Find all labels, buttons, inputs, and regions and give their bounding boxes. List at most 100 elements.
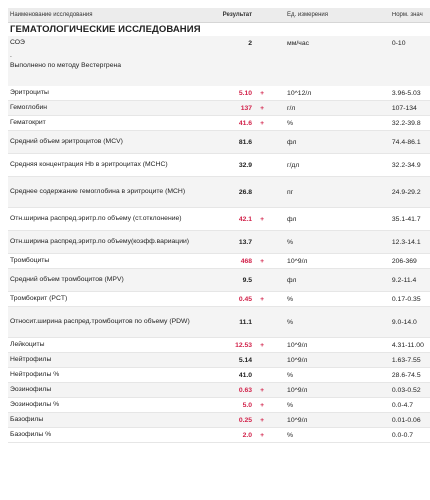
- row-name: Относит.ширина распред.тромбоцитов по об…: [10, 317, 190, 325]
- row-unit: пг: [287, 188, 294, 196]
- row-result: 0.45: [238, 295, 253, 303]
- row-result: 0.25: [238, 416, 253, 424]
- row-flag: +: [260, 295, 265, 303]
- row-unit: 10^12/л: [287, 89, 312, 97]
- table-row: Эозинофилы % 5.0 +% 0.0-4.7: [8, 398, 430, 413]
- row-flag: +: [260, 416, 265, 424]
- row-unit: г/дл: [287, 161, 300, 169]
- row-norm: 9.2-11.4: [391, 276, 417, 284]
- lab-results-table: Наименование исследования Результат Ед. …: [8, 8, 430, 443]
- table-row: Базофилы 0.25 +10^9/л 0.01-0.06: [8, 413, 430, 428]
- row-name: Тромбокрит (PCT): [10, 294, 68, 302]
- row-name: Лейкоциты: [10, 340, 45, 348]
- table-row: Гематокрит 41.6 +% 32.2-39.8: [8, 116, 430, 131]
- row-name: СОЭ: [10, 38, 25, 46]
- row-unit: %: [287, 431, 294, 439]
- row-result: 9.5: [242, 276, 253, 284]
- row-unit: 10^9/л: [287, 257, 308, 265]
- table-row: Среднее содержание гемоглобина в эритроц…: [8, 177, 430, 208]
- results-rows: Эритроциты 5.10 +10^12/л 3.96-5.03 Гемоглоби…: [8, 86, 430, 443]
- row-result: 13.7: [238, 238, 253, 246]
- row-flag: +: [260, 119, 265, 127]
- row-name: Гематокрит: [10, 118, 46, 126]
- row-result: 137: [240, 104, 253, 112]
- row-norm: 9.0-14.0: [391, 318, 417, 326]
- row-norm: 0-10: [391, 39, 406, 47]
- table-row: Отн.ширина распред.эритр.по объему(коэфф…: [8, 231, 430, 254]
- row-result: 12.53: [235, 341, 253, 349]
- row-result: 41.0: [238, 371, 253, 379]
- row-name: Эозинофилы %: [10, 400, 60, 408]
- row-name: Нейтрофилы: [10, 355, 52, 363]
- table-row: Базофилы % 2.0 +% 0.0-0.7: [8, 428, 430, 443]
- row-norm: 24.9-29.2: [391, 188, 421, 196]
- row-norm: 0.01-0.06: [391, 416, 421, 424]
- row-name: Нейтрофилы %: [10, 370, 60, 378]
- col-norm-header: Норм. знач: [391, 12, 423, 18]
- table-row: Лейкоциты 12.53 +10^9/л 4.31-11.00: [8, 338, 430, 353]
- row-result: 26.8: [238, 188, 253, 196]
- row-unit: %: [287, 318, 294, 326]
- esr-row: СОЭ 2 мм/час 0-10 . Выполнено по методу …: [8, 36, 430, 86]
- table-row: Нейтрофилы % 41.0% 28.6-74.5: [8, 368, 430, 383]
- row-name: Тромбоциты: [10, 256, 50, 264]
- row-norm: 1.63-7.55: [391, 356, 421, 364]
- row-flag: +: [260, 257, 265, 265]
- row-result: 468: [240, 257, 253, 265]
- row-flag: +: [260, 215, 265, 223]
- row-norm: 0.0-4.7: [391, 401, 414, 409]
- esr-dot: .: [10, 52, 12, 59]
- row-unit: %: [287, 119, 294, 127]
- table-row: Эритроциты 5.10 +10^12/л 3.96-5.03: [8, 86, 430, 101]
- row-norm: 32.2-34.9: [391, 161, 421, 169]
- row-norm: 206-369: [391, 257, 417, 265]
- row-result: 5.0: [242, 401, 253, 409]
- col-unit-header: Ед. измерения: [287, 12, 329, 18]
- row-flag: +: [260, 89, 265, 97]
- row-flag: +: [260, 386, 265, 394]
- row-name: Гемоглобин: [10, 103, 48, 111]
- row-unit: 10^9/л: [287, 341, 308, 349]
- row-unit: фл: [287, 138, 297, 146]
- row-unit: %: [287, 238, 294, 246]
- row-name: Эритроциты: [10, 88, 49, 96]
- row-result: 0.63: [238, 386, 253, 394]
- row-result: 2: [248, 39, 253, 47]
- table-row: Гемоглобин 137 + г/л 107-134: [8, 101, 430, 116]
- table-row: Тромбокрит (PCT) 0.45 +% 0.17-0.35: [8, 292, 430, 307]
- row-norm: 4.31-11.00: [391, 341, 424, 349]
- row-unit: 10^9/л: [287, 386, 308, 394]
- row-name: Среднее содержание гемоглобина в эритроц…: [10, 187, 186, 195]
- row-result: 32.9: [238, 161, 253, 169]
- row-flag: +: [260, 341, 265, 349]
- row-norm: 74.4-86.1: [391, 138, 421, 146]
- row-unit: %: [287, 295, 294, 303]
- row-flag: +: [260, 401, 265, 409]
- row-norm: 12.3-14.1: [391, 238, 421, 246]
- table-row: Тромбоциты 468 +10^9/л 206-369: [8, 254, 430, 269]
- esr-method-note: Выполнено по методу Вестергрена: [10, 62, 122, 69]
- row-result: 41.6: [238, 119, 253, 127]
- row-norm: 107-134: [391, 104, 417, 112]
- row-unit: г/л: [287, 104, 296, 112]
- row-name: Средняя концентрация Hb в эритроцитах (M…: [10, 160, 168, 168]
- table-row: Относит.ширина распред.тромбоцитов по об…: [8, 307, 430, 338]
- col-result-header: Результат: [222, 12, 253, 18]
- table-row: Отн.ширина распред.эритр.по объему (ст.о…: [8, 208, 430, 231]
- row-name: Средний объем тромбоцитов (MPV): [10, 275, 124, 283]
- row-norm: 32.2-39.8: [391, 119, 421, 127]
- row-result: 11.1: [239, 318, 253, 326]
- row-flag: +: [260, 431, 265, 439]
- row-flag: +: [260, 104, 265, 112]
- col-name-header: Наименование исследования: [10, 11, 93, 18]
- table-row: Средний объем тромбоцитов (MPV) 9.5 фл 9.2-…: [8, 269, 430, 292]
- section-title: ГЕМАТОЛОГИЧЕСКИЕ ИССЛЕДОВАНИЯ: [10, 24, 201, 35]
- table-header: Наименование исследования Результат Ед. …: [8, 8, 430, 23]
- row-unit: %: [287, 401, 294, 409]
- row-norm: 35.1-41.7: [391, 215, 421, 223]
- row-name: Базофилы: [10, 415, 44, 423]
- row-result: 5.10: [238, 89, 253, 97]
- row-norm: 28.6-74.5: [391, 371, 421, 379]
- row-norm: 0.03-0.52: [391, 386, 421, 394]
- row-unit: 10^9/л: [287, 416, 308, 424]
